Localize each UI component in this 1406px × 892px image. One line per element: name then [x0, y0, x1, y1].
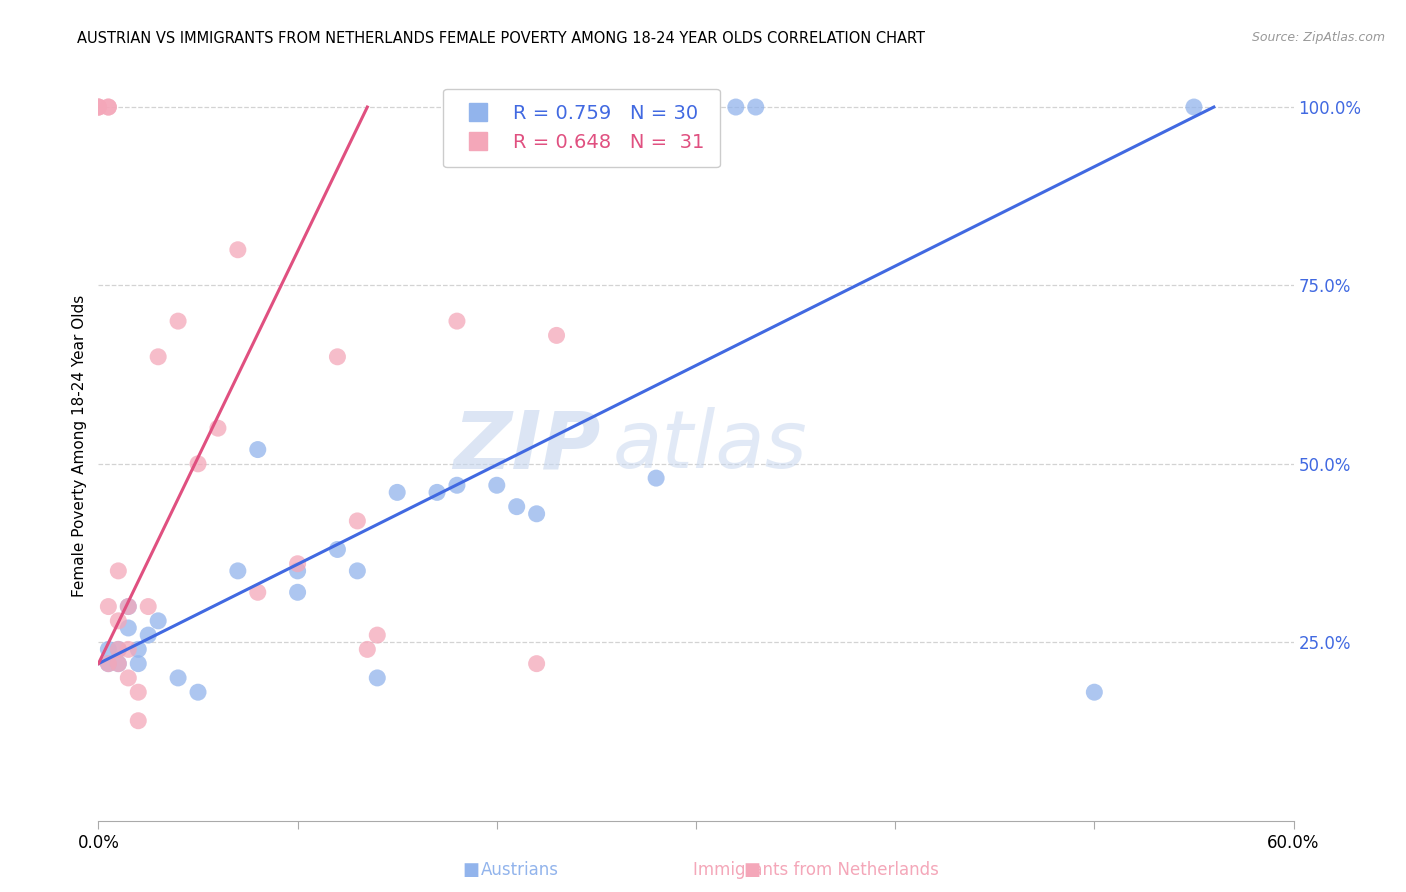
Point	[127, 642, 149, 657]
Point	[148, 350, 170, 364]
Point	[506, 500, 529, 514]
Text: AUSTRIAN VS IMMIGRANTS FROM NETHERLANDS FEMALE POVERTY AMONG 18-24 YEAR OLDS COR: AUSTRIAN VS IMMIGRANTS FROM NETHERLANDS …	[77, 31, 925, 46]
Point	[356, 642, 378, 657]
Point	[107, 564, 129, 578]
Point	[246, 585, 269, 599]
Point	[366, 628, 388, 642]
Point	[148, 614, 170, 628]
Point	[117, 642, 139, 657]
Point	[127, 657, 149, 671]
Y-axis label: Female Poverty Among 18-24 Year Olds: Female Poverty Among 18-24 Year Olds	[72, 295, 87, 597]
Point	[87, 100, 110, 114]
Point	[326, 542, 349, 557]
Text: ■: ■	[463, 861, 479, 879]
Point	[97, 642, 120, 657]
Point	[117, 671, 139, 685]
Point	[167, 671, 190, 685]
Text: Immigrants from Netherlands: Immigrants from Netherlands	[693, 861, 938, 879]
Point	[187, 685, 209, 699]
Text: atlas: atlas	[613, 407, 807, 485]
Legend: R = 0.759   N = 30, R = 0.648   N =  31: R = 0.759 N = 30, R = 0.648 N = 31	[443, 88, 720, 168]
Point	[226, 564, 249, 578]
Point	[127, 714, 149, 728]
Point	[207, 421, 229, 435]
Point	[127, 685, 149, 699]
Point	[167, 314, 190, 328]
Point	[87, 100, 110, 114]
Point	[745, 100, 768, 114]
Point	[117, 599, 139, 614]
Point	[485, 478, 508, 492]
Point	[107, 657, 129, 671]
Point	[426, 485, 449, 500]
Text: Source: ZipAtlas.com: Source: ZipAtlas.com	[1251, 31, 1385, 45]
Point	[117, 621, 139, 635]
Point	[246, 442, 269, 457]
Point	[1083, 685, 1105, 699]
Point	[287, 585, 309, 599]
Point	[446, 478, 468, 492]
Point	[645, 471, 668, 485]
Point	[226, 243, 249, 257]
Point	[326, 350, 349, 364]
Point	[724, 100, 747, 114]
Point	[97, 657, 120, 671]
Point	[136, 628, 159, 642]
Point	[107, 657, 129, 671]
Text: ZIP: ZIP	[453, 407, 600, 485]
Text: Austrians: Austrians	[481, 861, 560, 879]
Point	[546, 328, 568, 343]
Point	[366, 671, 388, 685]
Point	[107, 642, 129, 657]
Point	[187, 457, 209, 471]
Point	[385, 485, 409, 500]
Point	[97, 657, 120, 671]
Point	[107, 614, 129, 628]
Point	[97, 100, 120, 114]
Point	[87, 100, 110, 114]
Point	[97, 100, 120, 114]
Point	[446, 314, 468, 328]
Point	[107, 642, 129, 657]
Point	[287, 557, 309, 571]
Point	[136, 599, 159, 614]
Point	[117, 599, 139, 614]
Text: ■: ■	[744, 861, 761, 879]
Point	[287, 564, 309, 578]
Point	[526, 657, 548, 671]
Point	[526, 507, 548, 521]
Point	[346, 564, 368, 578]
Point	[346, 514, 368, 528]
Point	[1182, 100, 1205, 114]
Point	[97, 599, 120, 614]
